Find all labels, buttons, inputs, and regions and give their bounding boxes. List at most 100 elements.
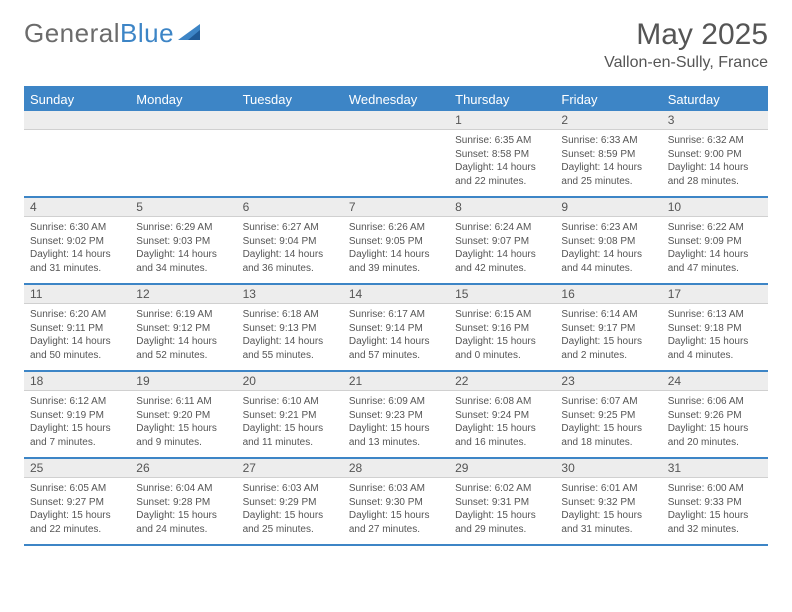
day-daylight1: Daylight: 14 hours <box>243 248 337 262</box>
day-daylight2: and 11 minutes. <box>243 436 337 450</box>
day-cell: Sunrise: 6:11 AMSunset: 9:20 PMDaylight:… <box>130 391 236 457</box>
day-sunrise: Sunrise: 6:06 AM <box>668 395 762 409</box>
day-daylight2: and 52 minutes. <box>136 349 230 363</box>
logo-text-1: General <box>24 18 120 49</box>
day-sunrise: Sunrise: 6:19 AM <box>136 308 230 322</box>
day-cell: Sunrise: 6:10 AMSunset: 9:21 PMDaylight:… <box>237 391 343 457</box>
day-sunrise: Sunrise: 6:01 AM <box>561 482 655 496</box>
day-sunset: Sunset: 9:11 PM <box>30 322 124 336</box>
date-number: 24 <box>662 372 768 390</box>
day-daylight1: Daylight: 15 hours <box>561 509 655 523</box>
date-number <box>130 111 236 129</box>
day-sunrise: Sunrise: 6:13 AM <box>668 308 762 322</box>
day-sunrise: Sunrise: 6:17 AM <box>349 308 443 322</box>
day-cell: Sunrise: 6:01 AMSunset: 9:32 PMDaylight:… <box>555 478 661 544</box>
day-daylight2: and 31 minutes. <box>561 523 655 537</box>
day-sunset: Sunset: 9:27 PM <box>30 496 124 510</box>
day-daylight2: and 55 minutes. <box>243 349 337 363</box>
day-daylight1: Daylight: 14 hours <box>136 335 230 349</box>
day-sunset: Sunset: 9:32 PM <box>561 496 655 510</box>
day-daylight2: and 2 minutes. <box>561 349 655 363</box>
day-daylight2: and 39 minutes. <box>349 262 443 276</box>
day-daylight2: and 31 minutes. <box>30 262 124 276</box>
day-sunrise: Sunrise: 6:20 AM <box>30 308 124 322</box>
day-daylight1: Daylight: 15 hours <box>455 509 549 523</box>
day-header: Tuesday <box>237 88 343 111</box>
page-title: May 2025 <box>604 18 768 52</box>
calendar: SundayMondayTuesdayWednesdayThursdayFrid… <box>24 86 768 546</box>
week-body-row: Sunrise: 6:35 AMSunset: 8:58 PMDaylight:… <box>24 130 768 198</box>
day-daylight2: and 22 minutes. <box>455 175 549 189</box>
day-cell: Sunrise: 6:00 AMSunset: 9:33 PMDaylight:… <box>662 478 768 544</box>
day-sunset: Sunset: 9:25 PM <box>561 409 655 423</box>
day-daylight2: and 25 minutes. <box>243 523 337 537</box>
day-cell: Sunrise: 6:23 AMSunset: 9:08 PMDaylight:… <box>555 217 661 283</box>
day-cell: Sunrise: 6:07 AMSunset: 9:25 PMDaylight:… <box>555 391 661 457</box>
day-daylight2: and 16 minutes. <box>455 436 549 450</box>
date-number-row: 25262728293031 <box>24 459 768 478</box>
day-daylight2: and 32 minutes. <box>668 523 762 537</box>
day-sunrise: Sunrise: 6:30 AM <box>30 221 124 235</box>
day-sunrise: Sunrise: 6:00 AM <box>668 482 762 496</box>
date-number: 4 <box>24 198 130 216</box>
day-sunset: Sunset: 9:21 PM <box>243 409 337 423</box>
date-number: 12 <box>130 285 236 303</box>
date-number: 13 <box>237 285 343 303</box>
day-header: Saturday <box>662 88 768 111</box>
day-daylight2: and 22 minutes. <box>30 523 124 537</box>
day-daylight1: Daylight: 14 hours <box>561 248 655 262</box>
day-daylight2: and 29 minutes. <box>455 523 549 537</box>
day-sunset: Sunset: 9:23 PM <box>349 409 443 423</box>
day-daylight1: Daylight: 15 hours <box>668 422 762 436</box>
day-cell: Sunrise: 6:19 AMSunset: 9:12 PMDaylight:… <box>130 304 236 370</box>
date-number-row: 45678910 <box>24 198 768 217</box>
date-number: 21 <box>343 372 449 390</box>
day-sunset: Sunset: 9:03 PM <box>136 235 230 249</box>
day-daylight2: and 57 minutes. <box>349 349 443 363</box>
day-sunset: Sunset: 9:17 PM <box>561 322 655 336</box>
date-number: 10 <box>662 198 768 216</box>
day-header: Wednesday <box>343 88 449 111</box>
day-cell: Sunrise: 6:24 AMSunset: 9:07 PMDaylight:… <box>449 217 555 283</box>
day-sunrise: Sunrise: 6:10 AM <box>243 395 337 409</box>
day-daylight2: and 27 minutes. <box>349 523 443 537</box>
date-number-row: 11121314151617 <box>24 285 768 304</box>
date-number: 14 <box>343 285 449 303</box>
day-sunrise: Sunrise: 6:15 AM <box>455 308 549 322</box>
day-sunset: Sunset: 9:30 PM <box>349 496 443 510</box>
day-cell: Sunrise: 6:02 AMSunset: 9:31 PMDaylight:… <box>449 478 555 544</box>
day-sunset: Sunset: 8:59 PM <box>561 148 655 162</box>
day-daylight1: Daylight: 14 hours <box>668 248 762 262</box>
day-sunrise: Sunrise: 6:33 AM <box>561 134 655 148</box>
day-sunset: Sunset: 9:19 PM <box>30 409 124 423</box>
day-sunset: Sunset: 9:02 PM <box>30 235 124 249</box>
day-daylight1: Daylight: 15 hours <box>455 422 549 436</box>
day-header-row: SundayMondayTuesdayWednesdayThursdayFrid… <box>24 88 768 111</box>
day-cell: Sunrise: 6:12 AMSunset: 9:19 PMDaylight:… <box>24 391 130 457</box>
date-number: 26 <box>130 459 236 477</box>
day-daylight1: Daylight: 14 hours <box>349 248 443 262</box>
day-cell <box>343 130 449 196</box>
day-sunrise: Sunrise: 6:03 AM <box>243 482 337 496</box>
day-sunset: Sunset: 9:13 PM <box>243 322 337 336</box>
day-sunrise: Sunrise: 6:32 AM <box>668 134 762 148</box>
day-sunrise: Sunrise: 6:07 AM <box>561 395 655 409</box>
day-sunset: Sunset: 9:04 PM <box>243 235 337 249</box>
date-number: 20 <box>237 372 343 390</box>
title-block: May 2025 Vallon-en-Sully, France <box>604 18 768 72</box>
date-number: 28 <box>343 459 449 477</box>
date-number: 16 <box>555 285 661 303</box>
day-daylight2: and 44 minutes. <box>561 262 655 276</box>
day-cell: Sunrise: 6:09 AMSunset: 9:23 PMDaylight:… <box>343 391 449 457</box>
day-cell: Sunrise: 6:03 AMSunset: 9:30 PMDaylight:… <box>343 478 449 544</box>
day-cell: Sunrise: 6:04 AMSunset: 9:28 PMDaylight:… <box>130 478 236 544</box>
day-daylight1: Daylight: 15 hours <box>455 335 549 349</box>
week-body-row: Sunrise: 6:30 AMSunset: 9:02 PM Daylight:… <box>24 217 768 285</box>
day-cell: Sunrise: 6:27 AMSunset: 9:04 PMDaylight:… <box>237 217 343 283</box>
week-body-row: Sunrise: 6:05 AMSunset: 9:27 PMDaylight:… <box>24 478 768 546</box>
day-cell: Sunrise: 6:18 AMSunset: 9:13 PMDaylight:… <box>237 304 343 370</box>
day-sunset: Sunset: 9:16 PM <box>455 322 549 336</box>
day-daylight2: and 34 minutes. <box>136 262 230 276</box>
day-sunrise: Sunrise: 6:08 AM <box>455 395 549 409</box>
day-cell: Sunrise: 6:06 AMSunset: 9:26 PMDaylight:… <box>662 391 768 457</box>
